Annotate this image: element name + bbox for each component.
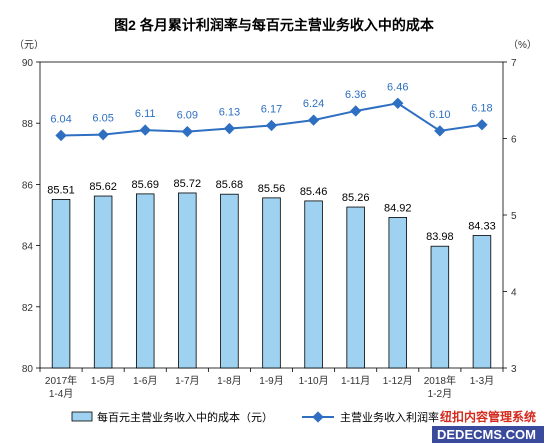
right-tick-label: 4 [511,288,517,299]
line-point [265,119,278,132]
bar [472,235,492,369]
line-point [307,114,320,126]
watermark-domain: DEDECMS.COM [437,427,536,442]
x-tick-label: 1-7月 [175,375,199,387]
legend: 每百元主营业务收入中的成本（元） 主营业务收入利润率 [71,410,439,424]
bar-label: 85.51 [47,184,75,196]
left-tick-label: 86 [22,180,34,191]
x-tick-label: 1-3月 [470,375,494,387]
line-label: 6.17 [261,103,282,115]
x-tick-label: 1-8月 [217,375,241,387]
right-axis-unit: （%） [508,39,537,51]
bar [430,245,450,369]
left-axis-unit: （元） [14,39,44,51]
line-point [350,105,362,117]
bar-label: 85.62 [89,181,117,193]
line-label: 6.24 [303,98,324,110]
line-point [434,125,446,137]
bar-label: 85.69 [131,179,159,191]
x-tick-label: 1-5月 [91,375,115,387]
bar [220,193,239,369]
right-tick-label: 6 [511,135,517,146]
line-label: 6.18 [471,103,492,115]
legend-bar-swatch [71,411,93,422]
x-tick-label: 2017年 [45,374,77,387]
line-point [181,125,193,138]
bar [304,200,323,369]
bar [135,193,155,369]
x-tick-label: 1-9月 [259,375,283,387]
x-tick-label: 1-12月 [383,375,413,387]
left-tick-label: 88 [22,119,34,130]
line-label: 6.04 [50,113,71,125]
left-tick-label: 90 [22,58,34,69]
line-point [392,97,404,109]
plot-area: 80 82 84 86 88 90 3 4 5 6 7 85.51 85.62 85.69 85.72 85.… [22,58,517,400]
right-tick-label: 3 [511,364,517,375]
watermark: 纽扣内容管理系统 DEDECMS.COM [432,409,544,443]
legend-line-marker [312,411,324,423]
line-point [223,122,236,135]
line-label: 6.09 [177,110,198,122]
line-point [139,124,151,136]
bar-label: 83.98 [426,231,454,243]
x-tick-label: 2018年 [424,374,456,387]
line-label: 6.11 [135,108,156,120]
left-tick-label: 80 [22,364,34,375]
bar-label: 85.72 [174,178,202,190]
line-point [97,129,109,141]
bar-label: 85.68 [216,179,244,191]
line-label: 6.46 [387,81,408,93]
bar [262,197,281,369]
line-label: 6.10 [429,109,450,121]
left-tick-label: 82 [22,303,34,314]
bar-label: 85.46 [300,186,328,198]
x-tick-label: 1-11月 [341,375,370,387]
bar [178,192,197,369]
bar-label: 84.92 [384,202,412,214]
bar-label: 85.26 [342,192,370,204]
x-tick-label: 1-10月 [299,375,329,387]
right-tick-label: 7 [511,58,517,69]
watermark-text: 纽扣内容管理系统 [440,409,536,424]
watermark-banner [432,426,544,443]
bar-label: 84.33 [468,221,496,233]
legend-bar-label: 每百元主营业务收入中的成本（元） [97,410,273,424]
bar [388,217,408,369]
line-label: 6.36 [345,89,366,101]
left-tick-label: 84 [22,242,34,253]
chart-title: 图2 各月累计利润率与每百元主营业务收入中的成本 [114,17,435,33]
x-tick-label: 1-4月 [49,388,73,400]
bar [51,198,71,369]
line-point [55,129,67,142]
bar [93,195,113,369]
bar-label: 85.56 [258,183,286,195]
bar [346,206,365,369]
x-tick-label: 1-6月 [133,375,157,387]
x-tick-label: 1-2月 [428,388,452,400]
line-label: 6.13 [219,107,240,119]
legend-line-label: 主营业务收入利润率 [340,410,439,424]
line-label: 6.05 [92,113,113,125]
right-tick-label: 5 [511,211,517,222]
line-point [476,119,488,131]
